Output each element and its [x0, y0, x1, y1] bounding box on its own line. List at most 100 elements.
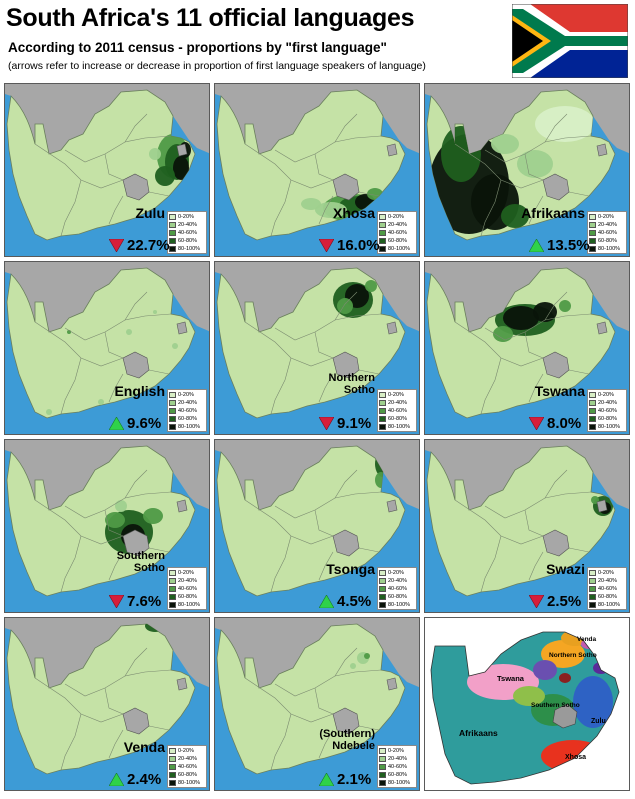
- legend-label: 0-20%: [178, 748, 194, 754]
- legend-swatch: [379, 214, 386, 220]
- legend-label: 40-60%: [178, 764, 197, 770]
- language-percent-stat: 22.7%: [109, 236, 170, 254]
- legend-swatch: [169, 230, 176, 236]
- language-map-grid: Zulu 0-20% 20-40% 40-60% 60-80% 80-100% …: [4, 83, 634, 796]
- legend-row: 20-40%: [589, 399, 625, 407]
- legend-swatch: [169, 570, 176, 576]
- legend-row: 20-40%: [169, 399, 205, 407]
- legend-swatch: [379, 756, 386, 762]
- legend-row: 40-60%: [589, 585, 625, 593]
- legend-swatch: [589, 424, 596, 430]
- legend-label: 40-60%: [388, 230, 407, 236]
- legend-label: 80-100%: [598, 424, 621, 430]
- legend-row: 0-20%: [589, 569, 625, 577]
- composite-label-venda: Venda: [577, 636, 597, 643]
- legend-label: 80-100%: [178, 246, 201, 252]
- legend: 0-20% 20-40% 40-60% 60-80% 80-100%: [167, 211, 207, 254]
- legend-row: 0-20%: [379, 569, 415, 577]
- legend-row: 20-40%: [379, 755, 415, 763]
- legend: 0-20% 20-40% 40-60% 60-80% 80-100%: [587, 211, 627, 254]
- legend: 0-20% 20-40% 40-60% 60-80% 80-100%: [377, 211, 417, 254]
- legend-label: 0-20%: [178, 214, 194, 220]
- composite-label-xhosa: Xhosa: [565, 754, 587, 761]
- legend-row: 40-60%: [379, 585, 415, 593]
- legend-swatch: [169, 416, 176, 422]
- legend: 0-20% 20-40% 40-60% 60-80% 80-100%: [377, 567, 417, 610]
- legend-label: 20-40%: [388, 578, 407, 584]
- legend-swatch: [589, 570, 596, 576]
- legend-row: 80-100%: [589, 245, 625, 253]
- legend-row: 60-80%: [379, 771, 415, 779]
- legend-swatch: [169, 772, 176, 778]
- legend-swatch: [169, 408, 176, 414]
- legend-swatch: [589, 392, 596, 398]
- legend-swatch: [589, 214, 596, 220]
- legend-label: 60-80%: [388, 772, 407, 778]
- legend-row: 40-60%: [169, 585, 205, 593]
- legend-label: 40-60%: [388, 764, 407, 770]
- map-panel-afrikaans: Afrikaans 0-20% 20-40% 40-60% 60-80% 80-…: [424, 83, 630, 257]
- legend-label: 20-40%: [598, 222, 617, 228]
- map-panel-venda: Venda 0-20% 20-40% 40-60% 60-80% 80-100%…: [4, 617, 210, 791]
- legend-label: 20-40%: [598, 400, 617, 406]
- legend-row: 40-60%: [589, 407, 625, 415]
- legend-swatch: [379, 594, 386, 600]
- legend-row: 40-60%: [169, 229, 205, 237]
- language-name: Tsonga: [326, 561, 375, 577]
- legend-swatch: [589, 578, 596, 584]
- legend-row: 20-40%: [169, 577, 205, 585]
- legend-label: 60-80%: [598, 238, 617, 244]
- legend-row: 20-40%: [379, 221, 415, 229]
- legend-label: 60-80%: [178, 772, 197, 778]
- legend-row: 20-40%: [169, 221, 205, 229]
- legend: 0-20% 20-40% 40-60% 60-80% 80-100%: [167, 745, 207, 788]
- legend-label: 80-100%: [178, 602, 201, 608]
- language-name-line2: Sotho: [133, 562, 165, 574]
- legend-swatch: [589, 594, 596, 600]
- legend-label: 80-100%: [388, 246, 411, 252]
- legend-row: 0-20%: [379, 391, 415, 399]
- legend-label: 80-100%: [388, 602, 411, 608]
- legend-swatch: [379, 230, 386, 236]
- down-arrow-icon: [319, 416, 334, 430]
- legend-row: 0-20%: [379, 747, 415, 755]
- south-africa-flag-icon: [512, 4, 628, 78]
- legend-row: 80-100%: [589, 423, 625, 431]
- legend-swatch: [589, 408, 596, 414]
- legend: 0-20% 20-40% 40-60% 60-80% 80-100%: [377, 745, 417, 788]
- legend-label: 20-40%: [178, 578, 197, 584]
- legend-swatch: [589, 586, 596, 592]
- legend-row: 60-80%: [169, 415, 205, 423]
- page-subtitle: According to 2011 census - proportions b…: [8, 40, 387, 55]
- legend-label: 20-40%: [178, 400, 197, 406]
- legend-swatch: [379, 772, 386, 778]
- language-percent: 9.1%: [337, 414, 372, 432]
- legend-swatch: [589, 400, 596, 406]
- south-africa-map: [5, 262, 209, 434]
- language-percent: 22.7%: [127, 236, 170, 254]
- legend-label: 0-20%: [388, 214, 404, 220]
- map-panel-northern-sotho: Northern Sotho 0-20% 20-40% 40-60% 60-80…: [214, 261, 420, 435]
- language-percent: 2.1%: [337, 770, 372, 788]
- language-percent: 2.4%: [127, 770, 162, 788]
- page-title: South Africa's 11 official languages: [6, 4, 415, 32]
- legend-label: 60-80%: [598, 594, 617, 600]
- up-arrow-icon: [319, 594, 334, 608]
- language-percent-stat: 8.0%: [529, 414, 581, 432]
- legend-label: 40-60%: [178, 230, 197, 236]
- legend-label: 60-80%: [388, 416, 407, 422]
- language-percent-stat: 2.5%: [529, 592, 581, 610]
- south-africa-map: [215, 440, 419, 612]
- legend-label: 60-80%: [178, 416, 197, 422]
- legend-label: 0-20%: [178, 392, 194, 398]
- legend-swatch: [379, 246, 386, 252]
- legend: 0-20% 20-40% 40-60% 60-80% 80-100%: [377, 389, 417, 432]
- language-percent: 16.0%: [337, 236, 380, 254]
- legend: 0-20% 20-40% 40-60% 60-80% 80-100%: [167, 389, 207, 432]
- legend-row: 20-40%: [589, 577, 625, 585]
- language-percent: 4.5%: [337, 592, 372, 610]
- down-arrow-icon: [109, 238, 124, 252]
- legend-swatch: [169, 238, 176, 244]
- up-arrow-icon: [319, 772, 334, 786]
- page-note: (arrows refer to increase or decrease in…: [8, 60, 426, 72]
